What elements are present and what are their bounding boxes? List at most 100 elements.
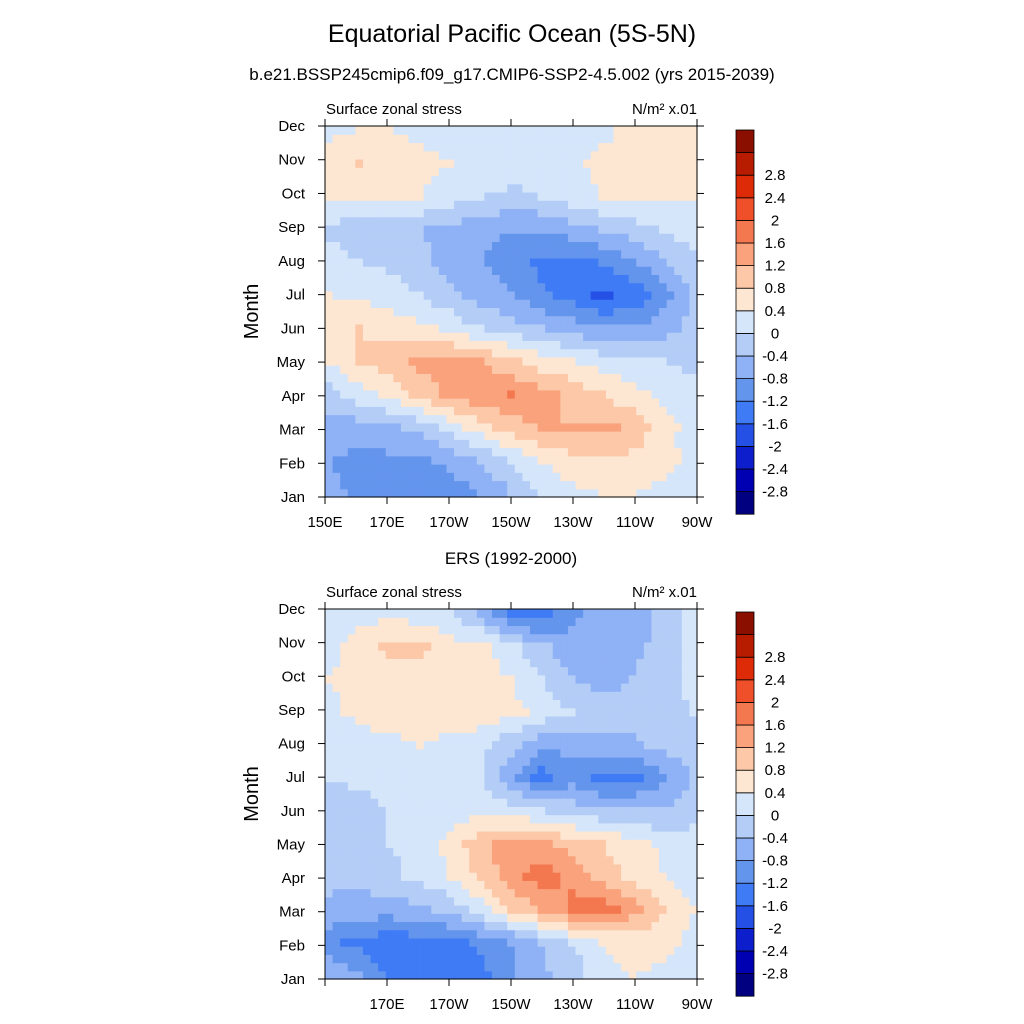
contour-cell [408, 863, 417, 873]
contour-cell [674, 666, 683, 676]
colorbar-box [735, 491, 755, 515]
contour-cell [347, 307, 356, 317]
contour-cell [454, 822, 463, 832]
contour-cell [385, 740, 394, 750]
contour-cell [347, 954, 356, 964]
contour-cell [408, 617, 417, 627]
contour-cell [583, 847, 592, 857]
contour-cell [689, 191, 698, 201]
contour-cell [484, 757, 493, 766]
contour-cell [598, 208, 607, 218]
contour-cell [590, 332, 599, 341]
contour-cell [567, 609, 577, 618]
contour-cell [476, 315, 486, 325]
contour-cell [537, 683, 546, 692]
contour-cell [613, 249, 622, 259]
contour-cell [340, 757, 349, 766]
contour-cell [446, 625, 455, 635]
contour-cell [454, 200, 463, 210]
contour-cell [651, 814, 660, 824]
contour-cell [484, 431, 493, 440]
contour-cell [446, 200, 455, 210]
contour-cell [689, 208, 698, 218]
contour-cell [355, 888, 364, 898]
contour-cell [484, 650, 493, 659]
contour-cell [666, 724, 675, 733]
contour-cell [423, 954, 432, 964]
contour-cell [552, 373, 561, 383]
contour-cell [674, 126, 683, 135]
contour-cell [628, 365, 637, 374]
contour-cell [378, 765, 387, 775]
contour-cell [393, 175, 402, 185]
contour-cell [400, 625, 410, 635]
contour-cell [560, 142, 569, 152]
contour-cell [484, 913, 493, 923]
contour-cell [529, 683, 539, 692]
contour-cell [446, 970, 455, 980]
contour-cell [416, 348, 425, 358]
contour-cell [340, 323, 349, 333]
contour-cell [575, 332, 584, 341]
contour-cell [408, 724, 417, 733]
contour-cell [499, 691, 508, 701]
contour-cell [567, 650, 577, 659]
contour-cell [362, 831, 372, 840]
contour-cell [552, 633, 561, 643]
contour-cell [469, 191, 478, 201]
contour-cell [347, 814, 356, 824]
contour-cell [628, 822, 637, 832]
contour-cell [659, 609, 668, 618]
contour-cell [628, 398, 637, 407]
contour-cell [537, 266, 546, 275]
contour-cell [476, 340, 486, 350]
contour-cell [499, 150, 508, 160]
contour-cell [651, 757, 660, 766]
contour-cell [514, 707, 523, 717]
contour-cell [514, 175, 523, 185]
contour-cell [476, 191, 486, 201]
contour-cell [507, 249, 516, 259]
contour-cell [484, 414, 493, 424]
contour-cell [507, 290, 516, 300]
contour-cell [605, 257, 615, 267]
contour-cell [643, 921, 653, 931]
contour-cell [469, 888, 478, 898]
contour-cell [332, 806, 341, 816]
contour-cell [362, 814, 372, 824]
contour-cell [560, 282, 569, 292]
contour-cell [514, 806, 523, 816]
contour-cell [461, 847, 470, 857]
contour-cell [461, 488, 470, 498]
contour-cell [393, 896, 402, 906]
contour-cell [332, 315, 341, 325]
contour-cell [681, 480, 691, 490]
contour-cell [666, 872, 675, 881]
contour-cell [651, 241, 660, 251]
contour-cell [446, 422, 455, 432]
contour-cell [355, 789, 364, 799]
contour-cell [431, 365, 440, 374]
contour-cell [492, 464, 501, 473]
contour-cell [567, 323, 577, 333]
contour-cell [400, 447, 410, 457]
contour-cell [560, 348, 569, 358]
contour-cell [469, 724, 478, 733]
contour-cell [681, 142, 691, 152]
contour-cell [484, 831, 493, 840]
contour-cell [378, 126, 387, 135]
contour-cell [385, 158, 394, 168]
contour-cell [537, 674, 546, 684]
contour-cell [628, 757, 637, 766]
contour-cell [499, 472, 508, 482]
contour-cell [689, 666, 698, 676]
contour-cell [674, 249, 683, 259]
contour-cell [522, 641, 531, 651]
contour-cell [461, 332, 470, 341]
contour-cell [529, 299, 539, 308]
contour-cell [378, 389, 387, 399]
contour-cell [628, 641, 637, 651]
contour-cell [438, 150, 448, 160]
contour-cell [431, 929, 440, 939]
contour-cell [560, 880, 569, 890]
